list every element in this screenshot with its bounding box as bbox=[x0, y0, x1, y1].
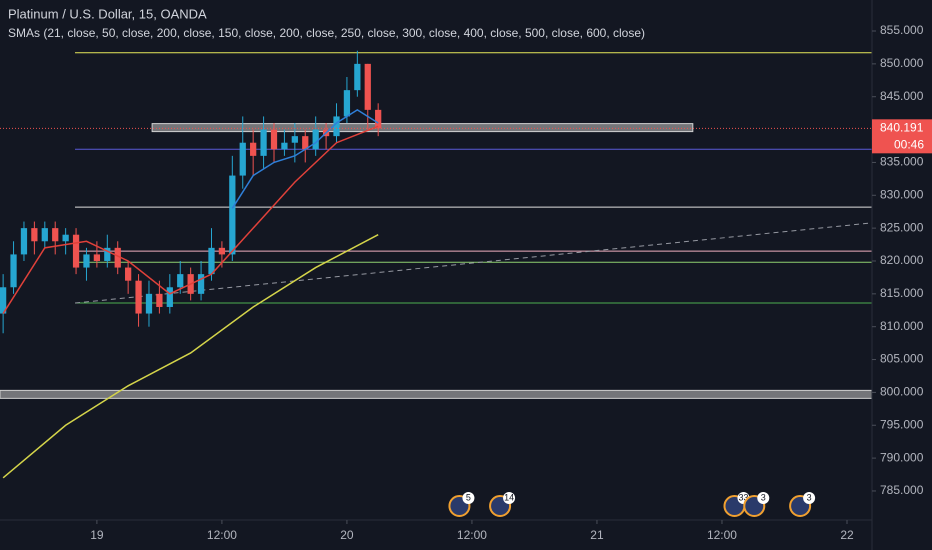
y-tick-label: 820.000 bbox=[880, 253, 924, 267]
countdown-label: 00:46 bbox=[894, 137, 924, 151]
candle-body bbox=[145, 293, 153, 314]
y-tick-label: 845.000 bbox=[880, 89, 924, 103]
candle-body bbox=[197, 274, 205, 294]
event-label: 14 bbox=[504, 492, 514, 502]
zone bbox=[0, 389, 873, 399]
y-tick-label: 795.000 bbox=[880, 417, 924, 431]
chart-title: Platinum / U.S. Dollar, 15, OANDA bbox=[8, 6, 207, 21]
y-tick-label: 825.000 bbox=[880, 220, 924, 234]
zone bbox=[151, 123, 694, 133]
candle-body bbox=[270, 129, 278, 150]
candle-body bbox=[291, 136, 298, 143]
candle-body bbox=[208, 247, 215, 275]
candle-body bbox=[218, 247, 226, 255]
event-badge bbox=[757, 492, 770, 504]
candle-body bbox=[104, 247, 111, 261]
y-tick-label: 835.000 bbox=[880, 155, 924, 169]
sma-line bbox=[231, 108, 379, 209]
candle-body bbox=[177, 274, 184, 288]
x-tick-label: 12:00 bbox=[457, 528, 487, 542]
x-tick-label: 20 bbox=[340, 528, 354, 542]
last-price-label: 840.191 bbox=[880, 120, 924, 134]
y-tick-label: 855.000 bbox=[880, 23, 924, 37]
x-tick-label: 21 bbox=[590, 528, 604, 542]
event-label: 33 bbox=[738, 492, 748, 502]
event-label: 5 bbox=[466, 492, 471, 502]
y-tick-label: 800.000 bbox=[880, 385, 924, 399]
y-tick-label: 790.000 bbox=[880, 450, 924, 464]
candle-body bbox=[333, 116, 340, 137]
candle-body bbox=[302, 136, 309, 150]
event-badge bbox=[803, 492, 816, 504]
candle-body bbox=[156, 293, 163, 307]
sma-line bbox=[2, 234, 379, 479]
candle-body bbox=[343, 90, 351, 117]
candle-body bbox=[125, 267, 132, 281]
candle-body bbox=[250, 142, 257, 156]
y-tick-label: 805.000 bbox=[880, 352, 924, 366]
candle-body bbox=[312, 129, 319, 150]
candle-body bbox=[62, 234, 69, 242]
x-tick-label: 12:00 bbox=[207, 528, 237, 542]
x-tick-label: 19 bbox=[90, 528, 104, 542]
candle-body bbox=[354, 63, 361, 91]
candle-body bbox=[260, 129, 267, 156]
event-label: 3 bbox=[807, 492, 812, 502]
candle-body bbox=[72, 234, 80, 268]
candle-body bbox=[229, 175, 236, 255]
chart-subtitle: SMAs (21, close, 50, close, 200, close, … bbox=[8, 26, 645, 40]
y-tick-label: 850.000 bbox=[880, 56, 924, 70]
candle-body bbox=[239, 142, 246, 176]
event-label: 3 bbox=[761, 492, 766, 502]
y-tick-label: 785.000 bbox=[880, 483, 924, 497]
candle-body bbox=[10, 254, 17, 288]
y-tick-label: 815.000 bbox=[880, 286, 924, 300]
candle-body bbox=[375, 109, 382, 129]
candle-body bbox=[364, 63, 371, 110]
x-tick-label: 12:00 bbox=[707, 528, 737, 542]
plot bbox=[0, 50, 873, 479]
candle-body bbox=[20, 228, 28, 255]
x-tick-label: 22 bbox=[840, 528, 854, 542]
candle-body bbox=[52, 228, 59, 242]
event-badge bbox=[503, 492, 516, 504]
candle-body bbox=[166, 287, 173, 307]
candle-body bbox=[114, 247, 121, 268]
y-tick-label: 830.000 bbox=[880, 187, 924, 201]
trendline bbox=[74, 222, 873, 304]
candle-body bbox=[281, 142, 288, 150]
candle-body bbox=[93, 254, 101, 261]
candle-body bbox=[41, 228, 48, 242]
candle-body bbox=[135, 280, 142, 314]
candle-body bbox=[83, 254, 90, 268]
sma-line bbox=[2, 125, 379, 314]
event-badge bbox=[462, 492, 475, 504]
candle-body bbox=[0, 287, 7, 314]
last-price-box bbox=[872, 119, 932, 154]
y-tick-label: 810.000 bbox=[880, 319, 924, 333]
candle-body bbox=[31, 228, 38, 242]
